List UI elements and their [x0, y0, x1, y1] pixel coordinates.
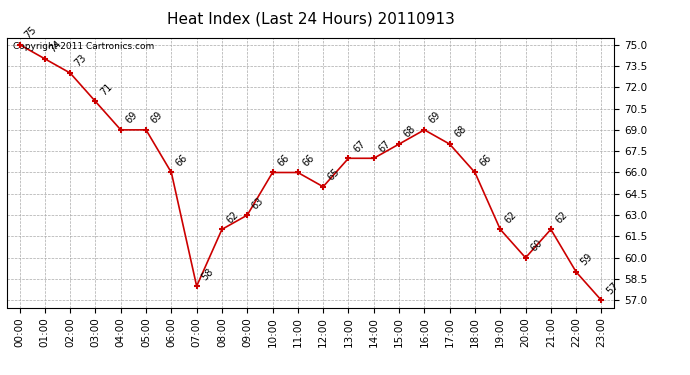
Text: 69: 69 — [427, 110, 443, 126]
Text: 71: 71 — [98, 81, 114, 97]
Text: 68: 68 — [453, 124, 468, 140]
Text: Copyright 2011 Cartronics.com: Copyright 2011 Cartronics.com — [13, 42, 155, 51]
Text: 66: 66 — [275, 153, 291, 168]
Text: 73: 73 — [73, 53, 89, 69]
Text: 67: 67 — [377, 138, 393, 154]
Text: 67: 67 — [351, 138, 367, 154]
Text: 66: 66 — [174, 153, 190, 168]
Text: 75: 75 — [22, 24, 38, 40]
Text: 59: 59 — [579, 252, 595, 268]
Text: 68: 68 — [402, 124, 417, 140]
Text: 58: 58 — [199, 266, 215, 282]
Text: 60: 60 — [529, 238, 544, 254]
Text: 62: 62 — [503, 209, 519, 225]
Text: 69: 69 — [124, 110, 139, 126]
Text: 74: 74 — [48, 39, 63, 55]
Text: 66: 66 — [301, 153, 316, 168]
Text: 66: 66 — [477, 153, 493, 168]
Text: 69: 69 — [149, 110, 164, 126]
Text: 63: 63 — [250, 195, 266, 211]
Text: 65: 65 — [326, 167, 342, 183]
Text: Heat Index (Last 24 Hours) 20110913: Heat Index (Last 24 Hours) 20110913 — [166, 11, 455, 26]
Text: 57: 57 — [604, 280, 620, 296]
Text: 62: 62 — [553, 209, 569, 225]
Text: 62: 62 — [225, 209, 241, 225]
